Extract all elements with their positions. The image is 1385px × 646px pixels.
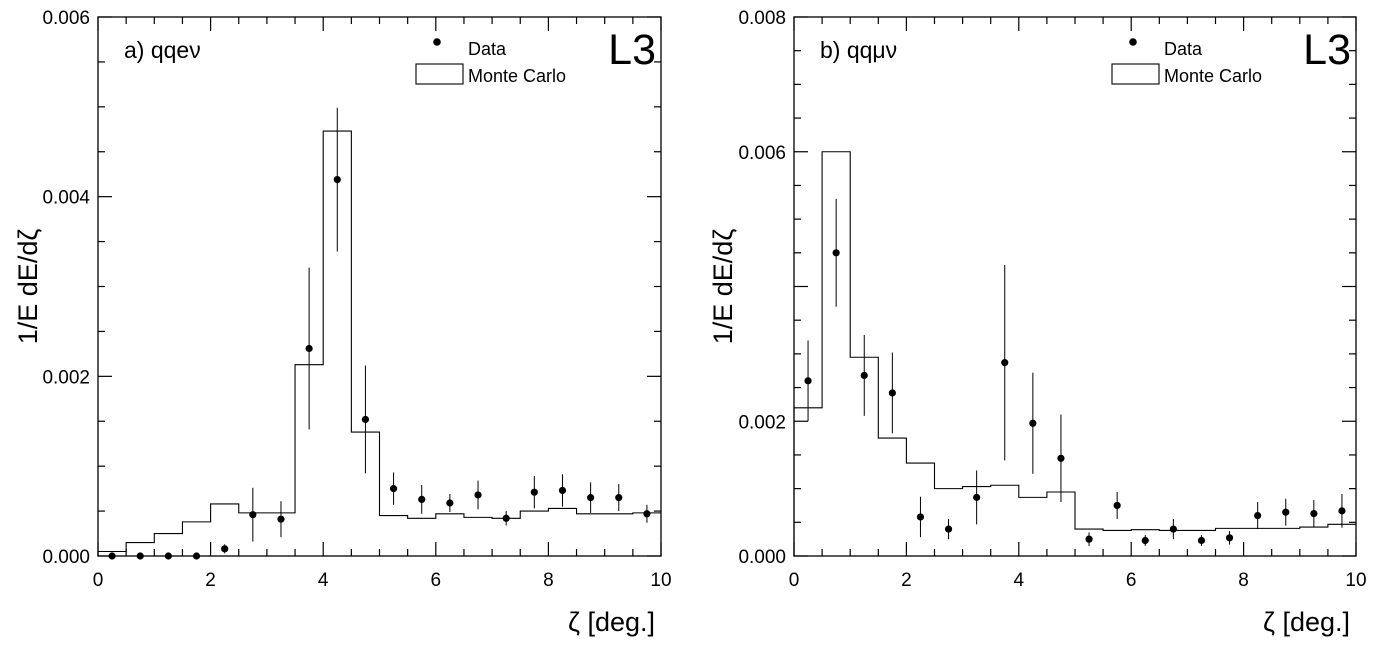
x-tick-label: 10 [1345, 570, 1366, 591]
x-tick-label: 6 [1126, 570, 1137, 591]
data-point [1169, 525, 1177, 533]
data-point [446, 499, 454, 507]
panel-a: 0 2 4 6 8 10 0.000 0.002 0.004 0.006 ζ [deg.] 1/E d… [13, 8, 671, 637]
panel-b: 0 2 4 6 8 10 0.000 0.002 0.006 0.008 ζ [deg.] 1/E d… [708, 8, 1366, 637]
x-axis-title: ζ [deg.] [1263, 607, 1350, 637]
data-point [305, 344, 313, 353]
x-tick-label: 8 [1238, 570, 1249, 591]
y-tick-label: 0.002 [42, 367, 90, 388]
data-point [888, 389, 896, 397]
panel-label: a) qqeν [124, 37, 201, 63]
data-point [1338, 507, 1346, 515]
legend-mc-label: Monte Carlo [468, 66, 566, 86]
data-point [944, 525, 953, 533]
data-point [804, 377, 812, 385]
data-point [1085, 535, 1093, 543]
data-point [916, 513, 925, 521]
y-axis-title: 1/E dE/dζ [708, 229, 738, 345]
data-point [1141, 536, 1149, 545]
y-tick-label: 0.000 [738, 547, 786, 568]
data-point [389, 485, 398, 493]
x-tick-label: 8 [543, 570, 554, 591]
data-point [1254, 511, 1262, 520]
data-point [221, 545, 229, 553]
data-point [333, 175, 341, 184]
y-axis-title: 1/E dE/dζ [13, 229, 43, 345]
data-point [973, 493, 981, 501]
x-tick-label: 0 [789, 570, 800, 591]
experiment-label: L3 [1303, 26, 1351, 74]
data-point [164, 552, 172, 560]
plot-frame [793, 16, 1357, 557]
legend-data-label: Data [1164, 39, 1203, 59]
data-point [249, 511, 257, 519]
data-point [643, 510, 651, 518]
data-point [832, 249, 840, 257]
data-point [474, 491, 482, 499]
data-point [108, 552, 116, 560]
data-point [361, 415, 370, 424]
x-tick-label: 4 [1014, 570, 1025, 591]
data-point [1225, 534, 1234, 542]
data-point [192, 552, 201, 560]
data-point [860, 371, 868, 380]
x-tick-label: 0 [93, 570, 104, 591]
data-point [558, 486, 567, 495]
data-point [502, 514, 510, 522]
legend-data-marker [433, 38, 441, 46]
experiment-label: L3 [608, 26, 656, 74]
data-point [277, 515, 285, 523]
data-point [1310, 509, 1318, 518]
chart-panels: 0 2 4 6 8 10 0.000 0.002 0.004 0.006 ζ [deg.] 1/E d… [13, 8, 1366, 637]
mc-histogram [97, 130, 661, 556]
legend-data-marker [1129, 38, 1137, 46]
legend-mc-label: Monte Carlo [1164, 66, 1262, 86]
data-point [136, 552, 144, 560]
legend-mc-marker [415, 63, 464, 85]
data-point [1001, 359, 1009, 367]
y-tick-label: 0.004 [42, 188, 90, 209]
data-point [418, 495, 426, 504]
data-point [530, 488, 538, 496]
data-point [1057, 454, 1065, 462]
y-tick-label: 0.008 [738, 8, 786, 29]
y-tick-label: 0.000 [42, 547, 90, 568]
x-axis-title: ζ [deg.] [568, 607, 655, 637]
data-point [1282, 508, 1290, 516]
x-tick-label: 2 [205, 570, 216, 591]
data-point [615, 494, 623, 502]
legend-data-label: Data [468, 39, 507, 59]
mc-histogram [793, 151, 1356, 556]
y-tick-label: 0.002 [738, 412, 786, 433]
data-point [1113, 501, 1121, 510]
x-tick-label: 6 [431, 570, 442, 591]
data-point [1029, 419, 1037, 427]
x-tick-label: 4 [318, 570, 329, 591]
y-tick-label: 0.006 [738, 143, 786, 164]
data-point [1197, 536, 1206, 545]
y-tick-label: 0.006 [42, 8, 90, 29]
x-tick-label: 10 [650, 570, 671, 591]
legend-mc-marker [1111, 63, 1160, 85]
x-tick-label: 2 [901, 570, 912, 591]
panel-label: b) qqμν [820, 37, 897, 63]
data-point [587, 494, 595, 502]
